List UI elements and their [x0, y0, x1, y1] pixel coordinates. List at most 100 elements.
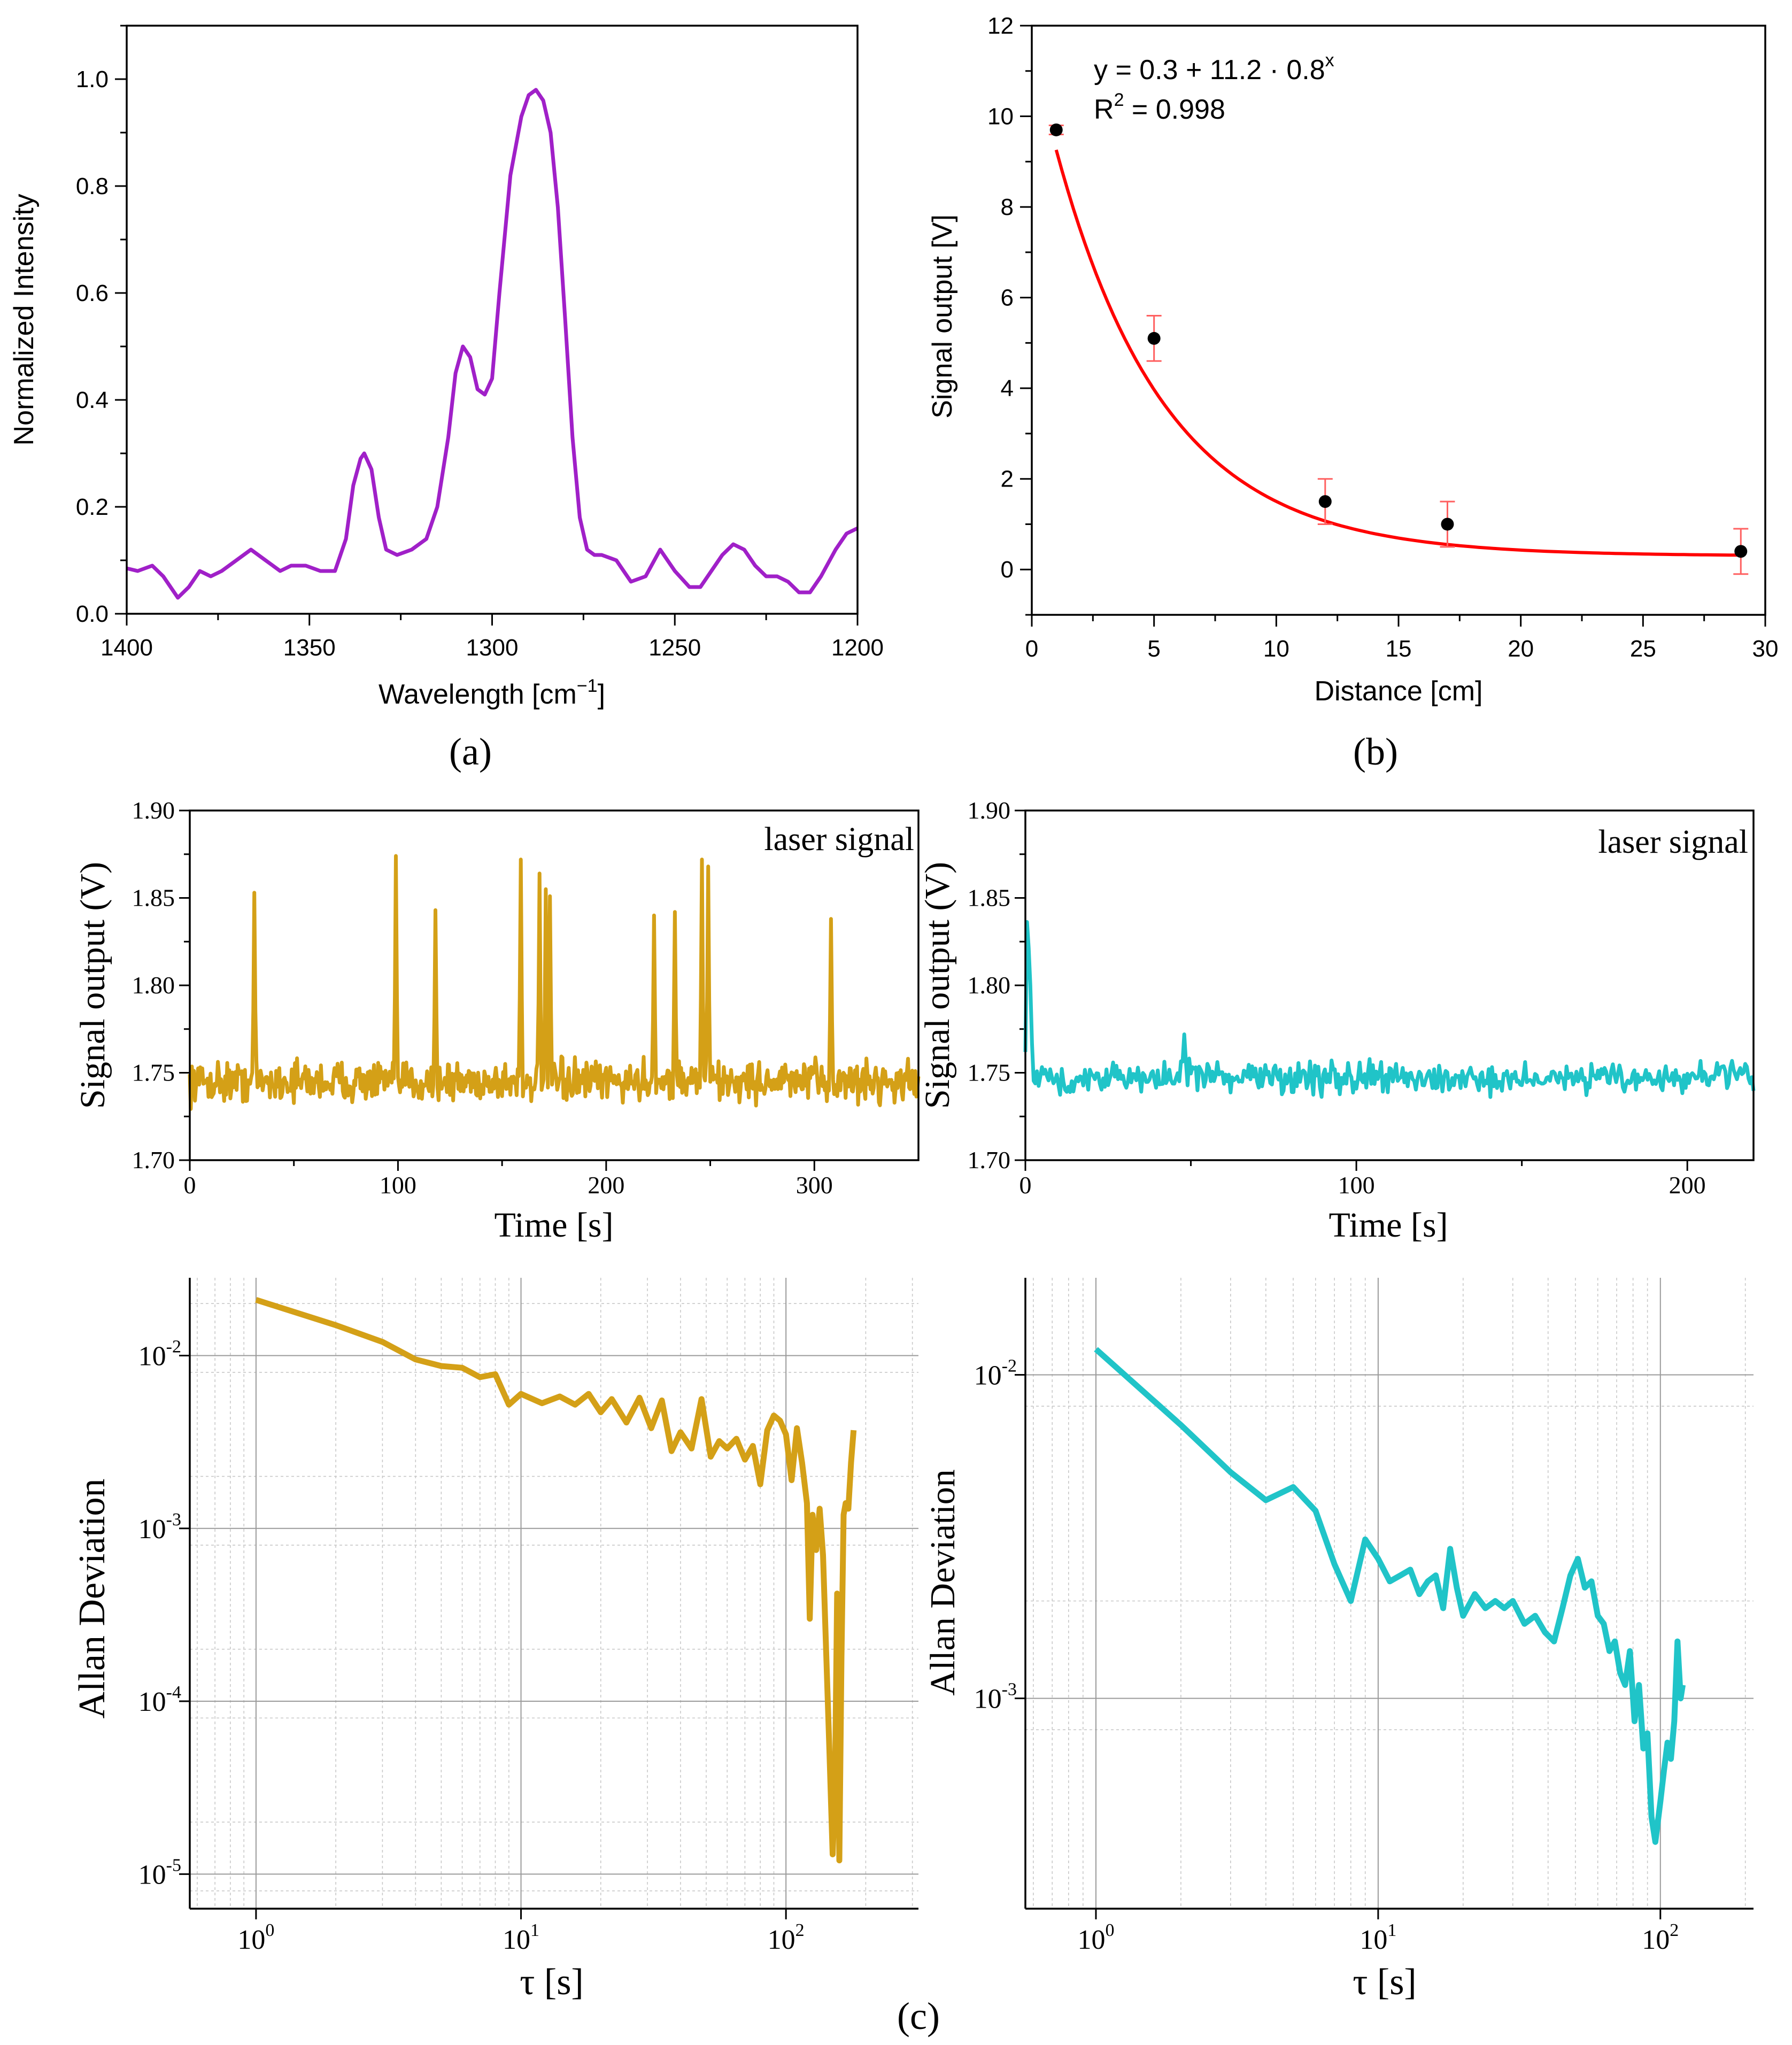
y-tick-label: 0.6 [76, 280, 109, 306]
x-tick-label: 200 [588, 1171, 624, 1199]
y-tick-label: 1.80 [132, 971, 175, 999]
y-tick-label: 2 [1001, 466, 1014, 492]
y-tick-label: 1.85 [132, 884, 175, 912]
x-tick-label: 1200 [831, 635, 884, 661]
chart-b-xlabel: Distance [cm] [1315, 676, 1483, 707]
y-tick-label: 1.90 [968, 797, 1011, 824]
y-tick-label: 8 [1001, 194, 1014, 220]
y-tick-label: 10-3 [138, 1510, 181, 1545]
tick-exponent: -2 [166, 1337, 181, 1356]
y-tick-label: 1.80 [968, 971, 1011, 999]
y-tick-label: 1.75 [968, 1059, 1011, 1086]
y-tick-label: 10-5 [138, 1855, 181, 1890]
y-tick-label: 1.85 [968, 884, 1011, 912]
laser-signal-label: laser signal [764, 821, 914, 858]
tick-exponent: 1 [1387, 1920, 1396, 1940]
y-tick-label: 4 [1001, 375, 1014, 402]
data-point [1734, 545, 1748, 558]
x-tick-label: 10 [1263, 636, 1289, 662]
chart-a-xlabel: Wavelength [cm−1] [379, 676, 605, 710]
tick-base: 10 [974, 1684, 1002, 1715]
tick-exponent: 2 [795, 1920, 805, 1940]
chart-c1-ylabel: Signal output (V) [73, 862, 112, 1109]
panel-label-a: (a) [449, 730, 492, 773]
chart-c2-frame [1024, 809, 1755, 1161]
y-tick-label: 10 [987, 104, 1014, 130]
x-tick-label: 0 [1025, 636, 1038, 662]
fit-r-squared: R2 = 0.998 [1094, 90, 1225, 125]
y-tick-label: 1.0 [76, 66, 109, 92]
chart-c2-xlabel: Time [s] [1328, 1206, 1448, 1245]
tick-exponent: 0 [265, 1920, 274, 1940]
tick-exponent: -3 [1002, 1680, 1017, 1700]
tick-base: 10 [138, 1687, 166, 1717]
chart-c1: 0 100 200 300 1.70 1.75 1.80 1.85 1.90 laser sig… [73, 797, 921, 1245]
data-point [1147, 331, 1161, 345]
x-tick-label: 102 [768, 1920, 805, 1955]
chart-c3-ylabel: Allan Deviation [72, 1478, 113, 1718]
y-tick-label: 0.8 [76, 173, 109, 199]
y-tick-label: 10-4 [138, 1683, 181, 1717]
allan-deviation-line [255, 1297, 857, 1864]
x-tick-label: 0 [1019, 1171, 1032, 1199]
fit-equation: y = 0.3 + 11.2 · 0.8x [1094, 50, 1334, 86]
y-tick-label: 1.70 [968, 1146, 1011, 1174]
y-tick-label: 0.2 [76, 494, 109, 520]
x-tick-label: 5 [1147, 636, 1160, 662]
y-tick-label: 1.90 [132, 797, 175, 824]
chart-a-ylabel: Normalized Intensity [9, 194, 40, 445]
tick-base: 10 [1360, 1925, 1387, 1955]
x-tick-label: 200 [1669, 1171, 1706, 1199]
y-tick-label: 0.0 [76, 601, 109, 627]
x-tick-label: 1250 [648, 635, 701, 661]
x-tick-label: 1400 [101, 635, 153, 661]
laser-signal-label: laser signal [1598, 824, 1748, 860]
x-tick-label: 300 [796, 1171, 833, 1199]
y-tick-label: 1.75 [132, 1059, 175, 1086]
signal-line [188, 854, 921, 1111]
tick-base: 10 [974, 1361, 1002, 1391]
tick-base: 10 [138, 1514, 166, 1545]
tick-base: 10 [138, 1341, 166, 1371]
x-tick-label: 101 [1360, 1920, 1396, 1955]
chart-c2: 0 100 200 1.70 1.75 1.80 1.85 1.90 laser signal… [918, 797, 1756, 1245]
chart-b: 0 5 10 15 20 25 30 0 2 4 6 8 10 12 y = 0.3 + 11.2 · 0… [927, 13, 1778, 773]
tick-exponent: 2 [1670, 1920, 1679, 1940]
chart-a: 1400 1350 1300 1250 1200 0.0 0.2 0.4 0.6 0.8 1.0 N… [9, 25, 884, 773]
x-tick-label: 20 [1508, 636, 1534, 662]
fit-curve [1054, 149, 1741, 557]
tick-exponent: 1 [530, 1920, 539, 1940]
panel-label-b: (b) [1353, 730, 1398, 773]
chart-c3-xlabel: τ [s] [520, 1962, 584, 2003]
x-tick-label: 102 [1642, 1920, 1679, 1955]
panel-label-c: (c) [897, 1995, 940, 2038]
y-tick-label: 0.4 [76, 387, 109, 413]
y-tick-label: 0 [1001, 557, 1014, 583]
tick-exponent: 0 [1105, 1920, 1114, 1940]
chart-c2-ylabel: Signal output (V) [918, 862, 957, 1109]
y-tick-label: 6 [1001, 285, 1014, 311]
y-tick-label: 12 [987, 13, 1014, 39]
tick-base: 10 [503, 1925, 530, 1955]
x-tick-label: 101 [503, 1920, 539, 1955]
allan-deviation-line [1094, 1347, 1686, 1845]
y-tick-label: 1.70 [132, 1146, 175, 1174]
chart-c1-frame [189, 809, 920, 1161]
data-point [1318, 495, 1332, 508]
x-tick-label: 0 [184, 1171, 196, 1199]
tick-base: 10 [1077, 1925, 1105, 1955]
y-tick-label: 10-3 [974, 1680, 1017, 1715]
x-tick-label: 1300 [466, 635, 519, 661]
chart-b-ylabel: Signal output [V] [927, 214, 958, 419]
x-tick-label: 100 [380, 1171, 416, 1199]
y-tick-label: 10-2 [974, 1356, 1017, 1391]
x-tick-label: 25 [1630, 636, 1656, 662]
tick-exponent: -3 [166, 1510, 181, 1530]
tick-base: 10 [237, 1925, 265, 1955]
x-tick-label: 100 [1077, 1920, 1114, 1955]
y-tick-label: 10-2 [138, 1337, 181, 1371]
spectrum-line [126, 88, 859, 600]
x-tick-label: 1350 [283, 635, 336, 661]
data-point [1049, 123, 1063, 136]
